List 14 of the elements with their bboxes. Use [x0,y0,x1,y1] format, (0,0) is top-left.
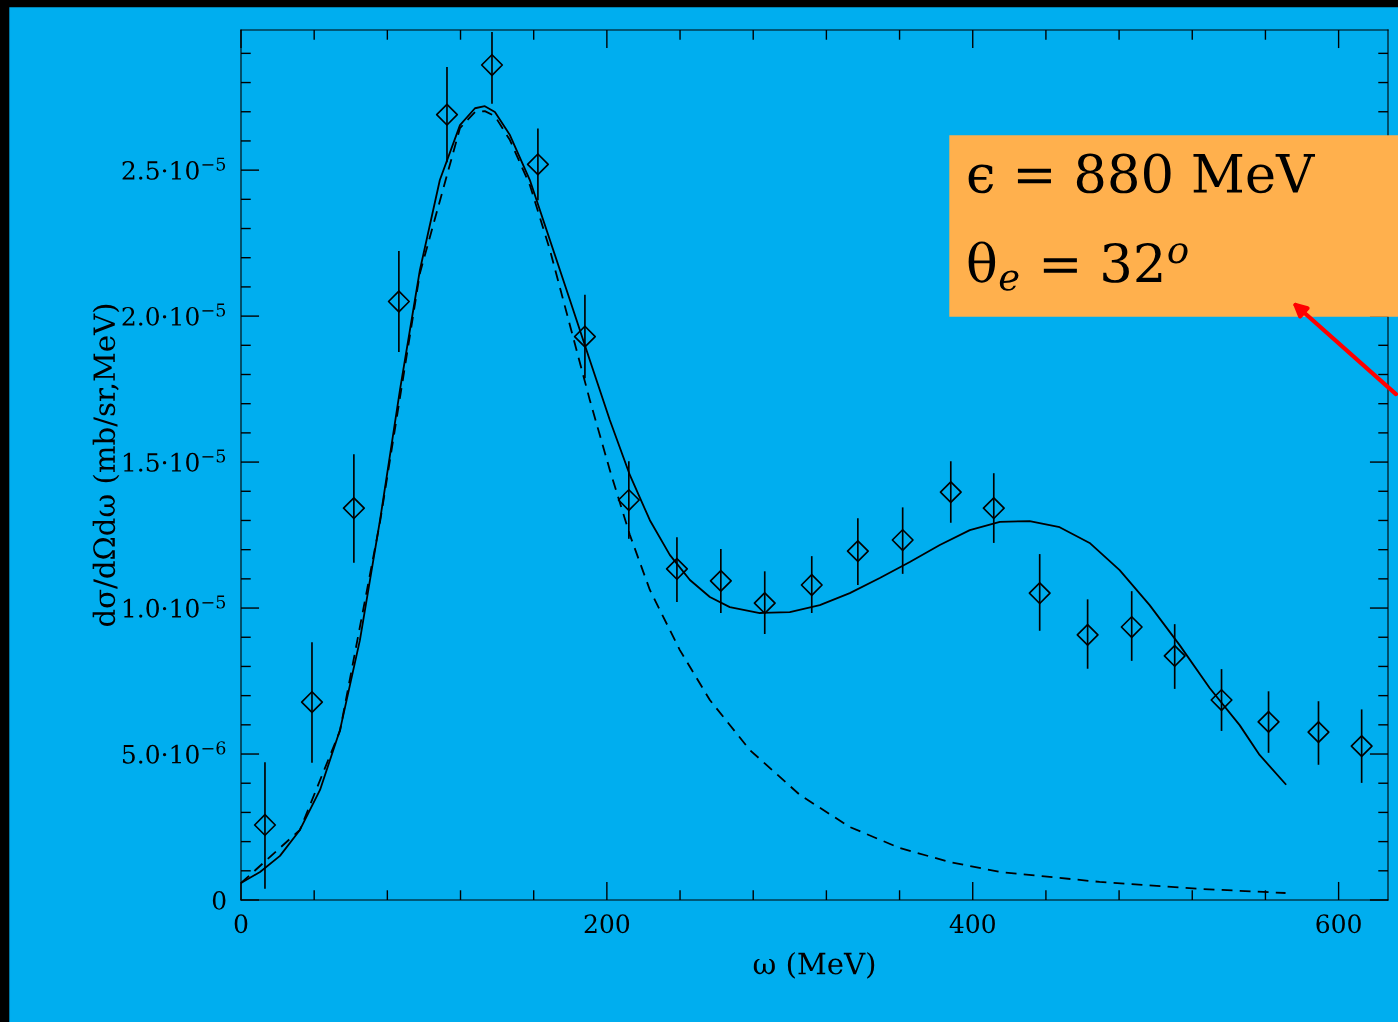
x-tick-label: 0 [234,914,248,934]
x-axis-title: ω (MeV) [753,951,875,979]
y-tick-label: 2.5·10$^{−5}$ [122,157,226,180]
x-tick-label: 200 [584,914,630,934]
y-tick-label: 1.0·10$^{−5}$ [123,595,226,618]
y-tick-label: 0 [212,890,226,910]
x-tick-label: 400 [949,914,995,934]
y-axis-title: dσ/dΩdω (mb/sr,MeV) [92,304,120,627]
y-tick-label: 2.0·10$^{−5}$ [122,303,226,326]
x-tick-label: 600 [1316,914,1361,934]
annotation: ϵ = 880 MeV [968,153,1316,194]
y-tick-label: 5.0·10$^{−6}$ [122,741,226,764]
y-tick-label: 1.5·10$^{−5}$ [123,449,226,472]
annotation: θ$_{e}$ = 32$^{o}$ [968,241,1188,291]
